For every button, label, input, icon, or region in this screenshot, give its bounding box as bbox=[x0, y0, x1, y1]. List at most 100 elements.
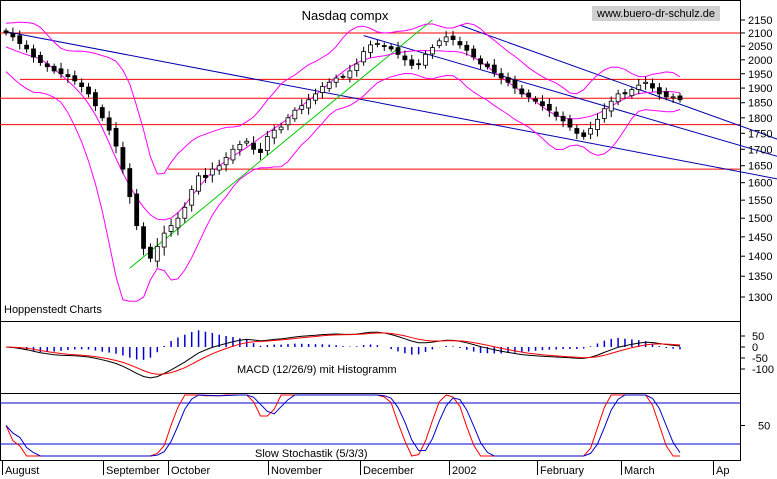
candle-body bbox=[127, 168, 133, 198]
candle-body bbox=[148, 246, 153, 259]
x-tick-label: March bbox=[624, 465, 655, 477]
candle-body bbox=[560, 115, 566, 122]
candle-body bbox=[436, 40, 442, 46]
candle-body bbox=[581, 132, 587, 137]
candle-body bbox=[340, 75, 346, 78]
candle-body bbox=[450, 35, 456, 40]
y-tick-label: 2150 bbox=[748, 15, 772, 27]
macd-panel bbox=[5, 330, 681, 379]
x-tick-label: November bbox=[271, 465, 322, 477]
candle-body bbox=[643, 81, 649, 84]
y-tick-label: 1300 bbox=[748, 292, 772, 304]
candle-body bbox=[134, 193, 140, 227]
candle-body bbox=[264, 136, 270, 151]
y-tick-label: 1650 bbox=[748, 161, 772, 173]
price-panel bbox=[0, 19, 777, 302]
candle-body bbox=[93, 92, 98, 107]
x-tick-label: December bbox=[363, 465, 414, 477]
candle-body bbox=[368, 44, 373, 53]
candle-body bbox=[567, 118, 573, 128]
candle-body bbox=[223, 157, 229, 166]
candle-body bbox=[299, 105, 305, 110]
y-tick-label: 1450 bbox=[748, 232, 772, 244]
macd-y-tick-label: 50 bbox=[752, 331, 764, 343]
candle-body bbox=[251, 142, 256, 150]
y-tick-label: 2000 bbox=[748, 55, 772, 67]
x-tick-label: 2002 bbox=[452, 465, 476, 477]
x-tick-label: October bbox=[171, 465, 210, 477]
uptrend-line bbox=[129, 19, 433, 269]
y-tick-label: 1400 bbox=[748, 251, 772, 263]
candle-body bbox=[443, 36, 449, 43]
candle-body bbox=[361, 51, 367, 63]
y-tick-label: 2100 bbox=[748, 28, 772, 40]
candle-body bbox=[478, 58, 483, 65]
candle-body bbox=[615, 93, 621, 103]
candle-body bbox=[182, 206, 188, 219]
x-tick-label: February bbox=[540, 465, 585, 477]
candle-body bbox=[395, 47, 401, 55]
candle-body bbox=[319, 86, 325, 93]
candle-body bbox=[44, 63, 50, 68]
candle-body bbox=[608, 100, 614, 112]
candle-body bbox=[168, 225, 174, 232]
y-tick-label: 1950 bbox=[748, 69, 772, 81]
macd-y-tick-label: -100 bbox=[752, 364, 774, 376]
bollinger-middle bbox=[5, 46, 681, 221]
y-tick-label: 1900 bbox=[748, 83, 772, 95]
candle-body bbox=[381, 45, 387, 47]
candle-body bbox=[354, 63, 360, 71]
candle-body bbox=[51, 65, 57, 72]
candle-body bbox=[237, 144, 243, 151]
candle-body bbox=[175, 217, 181, 229]
candle-body bbox=[333, 77, 339, 83]
y-tick-label: 1850 bbox=[748, 98, 772, 110]
candle-body bbox=[271, 129, 277, 139]
stochastic-k-line bbox=[5, 394, 680, 457]
y-tick-label: 1750 bbox=[748, 128, 772, 140]
candle-body bbox=[636, 84, 642, 90]
y-tick-label: 1550 bbox=[748, 195, 772, 207]
chart-title: Nasdaq compx bbox=[302, 8, 389, 23]
stochastic-d-line bbox=[5, 394, 681, 457]
candle-body bbox=[485, 63, 490, 68]
macd-label: MACD (12/26/9) mit Histogramm bbox=[237, 364, 397, 376]
candle-body bbox=[79, 82, 85, 88]
candle-body bbox=[629, 89, 635, 97]
bollinger-upper bbox=[5, 21, 681, 175]
candle-body bbox=[203, 174, 208, 178]
y-tick-label: 2050 bbox=[748, 41, 772, 53]
candle-body bbox=[402, 55, 408, 61]
source-badge: www.buero-dr-schulz.de bbox=[596, 8, 715, 20]
candle-body bbox=[622, 92, 628, 95]
candle-body bbox=[540, 101, 545, 107]
candle-body bbox=[326, 81, 332, 89]
candle-body bbox=[498, 73, 504, 79]
x-tick-label: August bbox=[5, 465, 39, 477]
candle-body bbox=[65, 74, 71, 77]
y-tick-label: 1600 bbox=[748, 178, 772, 190]
candle-body bbox=[491, 64, 497, 73]
y-tick-label: 1350 bbox=[748, 271, 772, 283]
candle-body bbox=[553, 111, 559, 117]
candle-body bbox=[588, 128, 593, 135]
candle-body bbox=[670, 96, 676, 99]
candle-body bbox=[533, 98, 538, 102]
candle-body bbox=[313, 93, 318, 101]
candle-body bbox=[374, 43, 380, 45]
candle-body bbox=[601, 108, 607, 119]
candle-body bbox=[526, 92, 532, 98]
watermark-label: Hoppenstedt Charts bbox=[4, 304, 102, 316]
downtrend-line-upper bbox=[459, 24, 777, 140]
candle-body bbox=[595, 118, 600, 130]
candle-body bbox=[306, 99, 312, 109]
candle-body bbox=[209, 168, 215, 176]
candle-body bbox=[512, 79, 518, 89]
long-downtrend-line bbox=[5, 31, 777, 180]
plot-frame bbox=[0, 0, 741, 461]
candle-body bbox=[86, 86, 91, 95]
candle-body bbox=[17, 35, 23, 44]
candle-body bbox=[388, 46, 394, 50]
